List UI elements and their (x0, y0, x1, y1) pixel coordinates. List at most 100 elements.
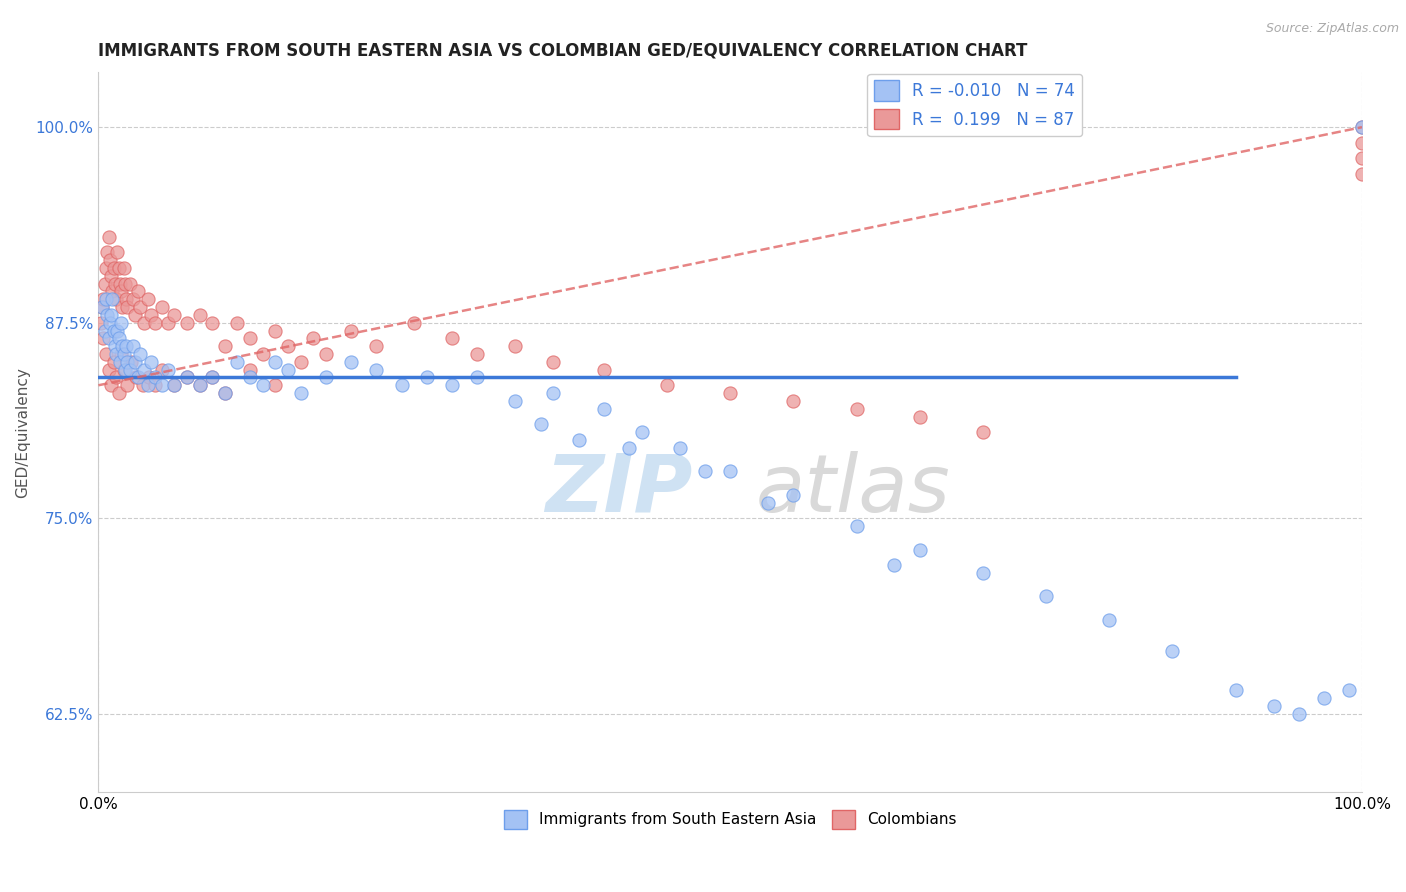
Point (252, 347, 274, 361)
Point (104, 339, 127, 353)
Point (141, 355, 163, 369)
Point (117, 300, 139, 314)
Point (782, 393, 804, 408)
Point (1161, 644, 1184, 658)
Point (97, 229, 120, 244)
Point (100, 268, 122, 283)
Point (1351, 167, 1374, 181)
Point (908, 409, 931, 424)
Point (201, 316, 224, 330)
Point (188, 378, 211, 392)
Point (1225, 683, 1247, 698)
Point (718, 386, 741, 401)
Point (592, 362, 614, 376)
Point (143, 316, 166, 330)
Point (101, 285, 124, 299)
Point (592, 401, 614, 416)
Point (105, 347, 128, 361)
Point (568, 433, 591, 447)
Point (96, 245, 118, 260)
Point (94, 260, 117, 275)
Point (93, 324, 115, 338)
Text: atlas: atlas (755, 450, 950, 529)
Point (340, 324, 363, 338)
Point (150, 300, 173, 314)
Point (114, 362, 136, 376)
Point (143, 370, 166, 384)
Point (668, 441, 690, 455)
Point (94, 347, 117, 361)
Point (277, 339, 299, 353)
Point (94, 292, 117, 306)
Y-axis label: GED/Equivalency: GED/Equivalency (15, 367, 30, 498)
Point (1098, 613, 1121, 627)
Point (112, 362, 135, 376)
Point (214, 386, 236, 401)
Point (97, 362, 120, 376)
Point (127, 285, 149, 299)
Point (110, 316, 132, 330)
Point (115, 292, 138, 306)
Point (108, 355, 131, 369)
Point (101, 292, 124, 306)
Point (100, 308, 122, 322)
Point (315, 347, 337, 361)
Point (201, 370, 224, 384)
Point (1288, 706, 1310, 721)
Point (366, 362, 388, 376)
Point (264, 355, 287, 369)
Point (441, 331, 464, 345)
Point (176, 316, 198, 330)
Point (176, 370, 198, 384)
Point (93, 331, 115, 345)
Point (136, 378, 159, 392)
Point (543, 355, 565, 369)
Point (655, 378, 678, 392)
Point (138, 370, 160, 384)
Point (103, 260, 125, 275)
Point (107, 386, 129, 401)
Point (143, 378, 166, 392)
Point (176, 370, 198, 384)
Legend: Immigrants from South Eastern Asia, Colombians: Immigrants from South Eastern Asia, Colo… (498, 804, 963, 835)
Point (845, 519, 868, 533)
Point (239, 370, 262, 384)
Point (105, 292, 128, 306)
Point (782, 488, 804, 502)
Point (972, 566, 994, 580)
Point (110, 347, 132, 361)
Point (103, 324, 125, 338)
Point (141, 308, 163, 322)
Point (277, 362, 299, 376)
Point (315, 370, 337, 384)
Point (340, 355, 363, 369)
Point (756, 495, 779, 509)
Point (404, 316, 426, 330)
Point (1339, 683, 1361, 698)
Point (121, 339, 143, 353)
Point (505, 339, 527, 353)
Point (188, 378, 211, 392)
Point (117, 355, 139, 369)
Point (239, 362, 262, 376)
Point (252, 378, 274, 392)
Point (105, 245, 128, 260)
Point (118, 362, 141, 376)
Point (467, 347, 489, 361)
Point (118, 277, 141, 291)
Point (188, 308, 211, 322)
Point (530, 417, 553, 432)
Point (1035, 590, 1057, 604)
Point (110, 285, 132, 299)
Point (98, 253, 121, 268)
Point (98, 316, 121, 330)
Point (114, 277, 136, 291)
Point (129, 300, 152, 314)
Point (107, 331, 129, 345)
Point (630, 425, 652, 440)
Text: ZIP: ZIP (546, 450, 692, 529)
Point (1351, 152, 1374, 166)
Point (105, 324, 128, 338)
Point (441, 378, 464, 392)
Point (96, 308, 118, 322)
